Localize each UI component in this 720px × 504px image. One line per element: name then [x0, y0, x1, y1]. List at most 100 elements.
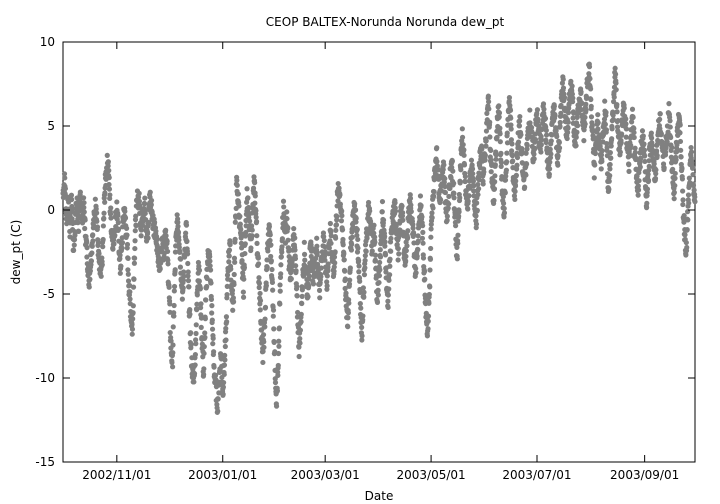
data-point [462, 173, 468, 180]
data-point [447, 185, 453, 191]
data-point [466, 193, 472, 199]
data-point [262, 304, 269, 310]
data-point [692, 194, 698, 200]
data-point [672, 182, 678, 189]
data-point [362, 253, 368, 259]
data-point [248, 245, 254, 251]
data-point [297, 335, 303, 342]
data-point [262, 316, 268, 322]
data-point [253, 218, 260, 225]
data-point [138, 227, 144, 233]
data-point [336, 185, 342, 191]
data-point [551, 103, 557, 109]
data-point [232, 259, 238, 265]
data-point [275, 362, 281, 369]
data-point [429, 215, 435, 221]
data-point [130, 310, 136, 316]
data-point [318, 265, 324, 271]
data-point [543, 139, 549, 146]
data-point [653, 171, 659, 177]
data-point [420, 223, 426, 229]
x-tick-labels: 2002/11/01 2003/01/01 2003/03/01 2003/05/01… [82, 468, 679, 482]
data-point [420, 255, 427, 261]
data-point [645, 177, 652, 183]
data-point [110, 246, 116, 252]
data-point [76, 228, 82, 235]
data-point [105, 159, 111, 165]
data-point [626, 168, 632, 174]
data-point [252, 180, 258, 186]
data-point [677, 122, 683, 128]
data-point [292, 247, 298, 253]
data-point [671, 196, 677, 202]
data-point [498, 159, 505, 166]
data-point [198, 301, 204, 307]
data-point [266, 223, 272, 230]
data-point [293, 268, 299, 274]
data-point [184, 238, 190, 244]
data-point [667, 118, 673, 124]
data-point [321, 253, 328, 259]
data-point [268, 242, 274, 248]
data-point [456, 209, 462, 215]
data-point [306, 273, 312, 279]
data-point [372, 252, 379, 258]
data-point [404, 243, 410, 249]
data-point [278, 254, 284, 260]
data-point [221, 371, 227, 378]
data-point [679, 166, 685, 172]
data-point [114, 199, 120, 205]
data-point [461, 147, 467, 153]
data-point [154, 236, 160, 242]
data-point [385, 304, 391, 311]
data-point [77, 189, 83, 195]
data-point [89, 243, 95, 249]
data-point [337, 201, 343, 207]
data-point [322, 257, 328, 263]
data-point [367, 208, 373, 214]
data-point [438, 197, 444, 203]
data-point [250, 185, 257, 191]
data-point [680, 201, 686, 208]
data-point [408, 202, 414, 208]
data-point [512, 196, 518, 203]
data-point [183, 222, 190, 228]
data-point [475, 181, 481, 188]
data-point [686, 200, 692, 206]
data-point [325, 261, 331, 267]
data-point [224, 319, 230, 325]
data-point [508, 115, 514, 121]
data-point [569, 91, 575, 97]
data-point [81, 195, 87, 201]
data-point [372, 234, 378, 240]
data-point [234, 177, 240, 183]
data-point [198, 305, 204, 311]
data-point [512, 188, 518, 195]
data-point [540, 101, 547, 107]
data-point [377, 267, 383, 273]
data-point [685, 217, 691, 223]
data-point [683, 252, 689, 258]
data-point [509, 141, 515, 147]
data-point [349, 234, 355, 240]
data-point [686, 175, 692, 181]
data-point [581, 138, 587, 144]
data-point [242, 250, 248, 257]
data-point [385, 292, 391, 298]
data-point [339, 213, 345, 219]
data-point [538, 137, 545, 143]
data-point [648, 130, 654, 136]
data-point [223, 325, 229, 332]
data-point [90, 238, 96, 244]
data-point [486, 106, 492, 112]
data-point [413, 270, 419, 276]
data-point [167, 301, 173, 307]
data-point [106, 186, 113, 192]
data-point [547, 146, 553, 152]
data-point [232, 236, 238, 242]
data-point [560, 76, 566, 82]
data-point [125, 255, 131, 262]
y-tick-label: -10 [35, 371, 55, 385]
data-point [392, 208, 399, 214]
data-point [481, 169, 487, 175]
